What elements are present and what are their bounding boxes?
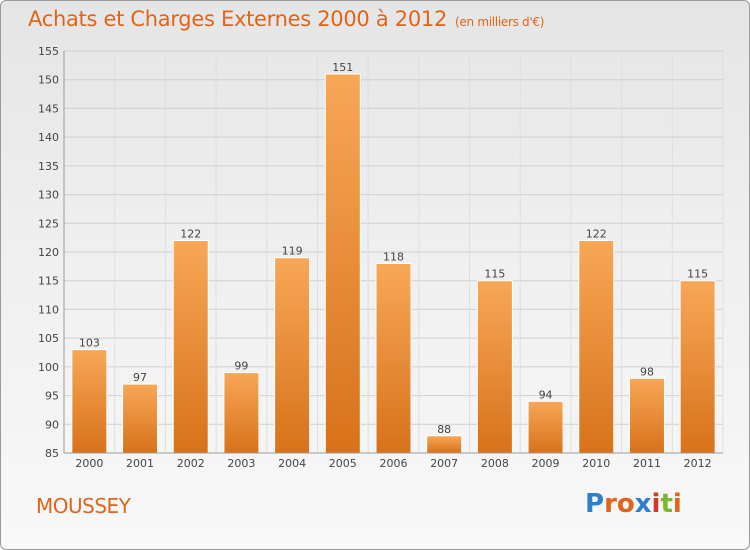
x-tick-label: 2008 bbox=[481, 457, 509, 470]
logo-letter: i bbox=[651, 489, 661, 519]
logo-letter: x bbox=[634, 489, 652, 519]
x-tick-label: 2003 bbox=[227, 457, 255, 470]
x-tick-label: 2007 bbox=[430, 457, 458, 470]
x-tick-label: 2004 bbox=[278, 457, 306, 470]
bar-2009 bbox=[527, 400, 564, 454]
y-tick-label: 120 bbox=[38, 246, 59, 259]
logo-letter: r bbox=[604, 489, 617, 519]
bar-2010 bbox=[578, 240, 615, 454]
y-tick-label: 145 bbox=[38, 102, 59, 115]
axes: 85 90 95 100 105 110 115 120 125 130 135 140 145 150 1… bbox=[38, 45, 723, 470]
value-label: 151 bbox=[332, 61, 353, 74]
x-tick-label: 2000 bbox=[75, 457, 103, 470]
value-labels: 103 97 122 99 119 151 118 88 115 94 122 98 115 bbox=[79, 61, 708, 436]
x-tick-label: 2010 bbox=[582, 457, 610, 470]
x-tick-label: 2009 bbox=[532, 457, 560, 470]
y-tick-label: 95 bbox=[45, 390, 59, 403]
value-label: 119 bbox=[282, 245, 303, 258]
y-tick-label: 125 bbox=[38, 217, 59, 230]
x-tick-label: 2011 bbox=[633, 457, 661, 470]
commune-name: MOUSSEY bbox=[36, 494, 131, 518]
value-label: 122 bbox=[180, 228, 201, 241]
y-tick-label: 105 bbox=[38, 332, 59, 345]
bar-2007 bbox=[426, 435, 463, 454]
y-tick-label: 85 bbox=[45, 447, 59, 460]
value-label: 115 bbox=[484, 268, 505, 281]
x-tick-label: 2002 bbox=[177, 457, 205, 470]
bar-2006 bbox=[375, 262, 412, 454]
bar-2004 bbox=[274, 257, 311, 454]
x-tick-label: 2012 bbox=[684, 457, 712, 470]
bar-2005 bbox=[324, 73, 361, 454]
bar-2001 bbox=[122, 383, 159, 454]
chart-subtitle: (en milliers d'€) bbox=[455, 15, 545, 29]
value-label: 94 bbox=[539, 388, 553, 401]
bar-2012 bbox=[679, 280, 716, 454]
logo-letter: o bbox=[616, 489, 635, 519]
bar-2002 bbox=[172, 240, 209, 454]
value-label: 122 bbox=[586, 228, 607, 241]
proxiti-logo: Proxiti bbox=[585, 489, 682, 519]
logo-letter: P bbox=[585, 489, 605, 519]
bar-2000 bbox=[71, 349, 108, 454]
bars bbox=[71, 73, 716, 454]
value-label: 98 bbox=[640, 365, 654, 378]
y-tick-label: 150 bbox=[38, 74, 59, 87]
value-label: 97 bbox=[133, 371, 147, 384]
chart-title-text: Achats et Charges Externes 2000 à 2012 bbox=[28, 7, 448, 31]
y-tick-label: 90 bbox=[45, 418, 59, 431]
x-tick-label: 2006 bbox=[380, 457, 408, 470]
value-label: 118 bbox=[383, 250, 404, 263]
bar-2011 bbox=[628, 377, 665, 454]
x-tick-label: 2005 bbox=[329, 457, 357, 470]
value-label: 115 bbox=[687, 268, 708, 281]
bar-2008 bbox=[476, 280, 513, 454]
y-tick-label: 135 bbox=[38, 160, 59, 173]
y-tick-label: 110 bbox=[38, 303, 59, 316]
value-label: 99 bbox=[234, 360, 248, 373]
logo-letter: t bbox=[660, 489, 673, 519]
y-tick-label: 115 bbox=[38, 275, 59, 288]
value-label: 103 bbox=[79, 337, 100, 350]
y-tick-label: 140 bbox=[38, 131, 59, 144]
logo-letter: i bbox=[672, 489, 682, 519]
bar-2003 bbox=[223, 372, 260, 454]
y-tick-label: 130 bbox=[38, 189, 59, 202]
chart-title: Achats et Charges Externes 2000 à 2012 (e… bbox=[28, 7, 544, 31]
value-label: 88 bbox=[437, 423, 451, 436]
y-tick-label: 100 bbox=[38, 361, 59, 374]
y-tick-label: 155 bbox=[38, 45, 59, 58]
x-tick-label: 2001 bbox=[126, 457, 154, 470]
